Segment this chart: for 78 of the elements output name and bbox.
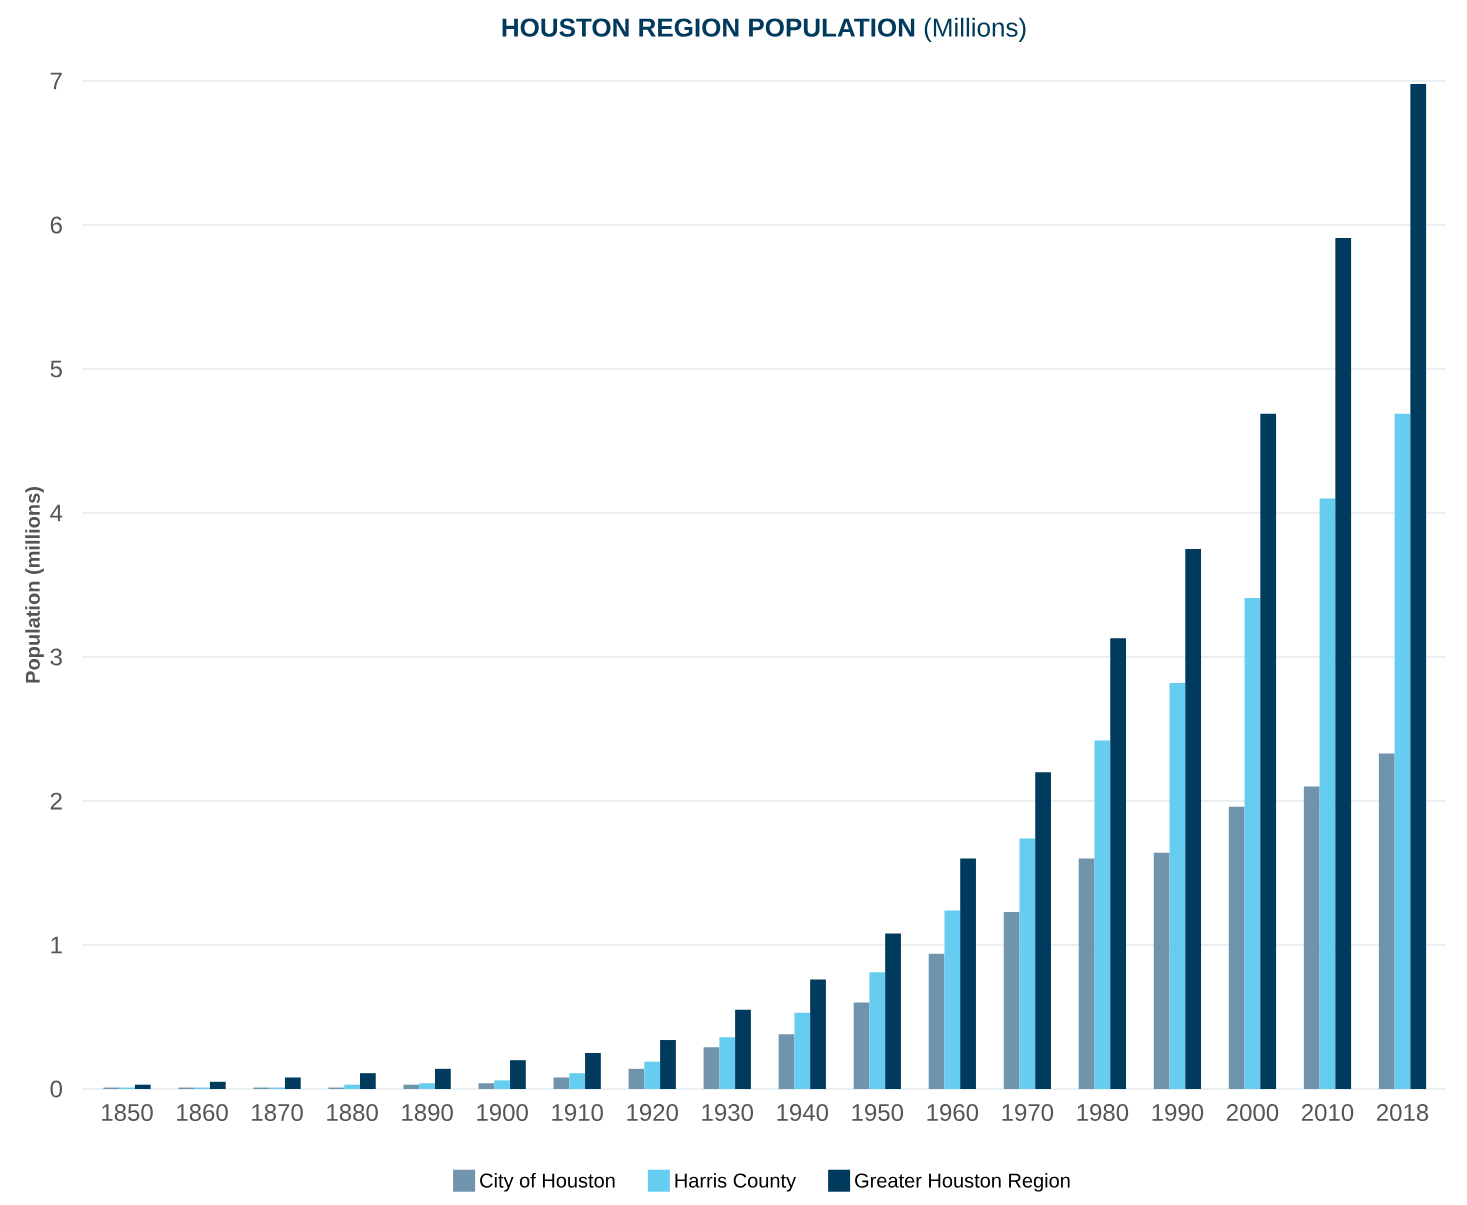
x-tick-label: 1910 — [552, 1104, 603, 1122]
bar — [478, 1083, 495, 1089]
bar — [403, 1084, 420, 1089]
bar — [344, 1084, 360, 1089]
bar — [644, 1061, 661, 1089]
bar — [1228, 806, 1245, 1089]
bar — [1260, 413, 1277, 1089]
bar — [1185, 549, 1202, 1089]
bar — [1169, 682, 1186, 1089]
bar — [944, 910, 961, 1089]
bar — [960, 858, 976, 1089]
bar — [1394, 413, 1411, 1089]
bar — [1110, 638, 1127, 1089]
x-tick-label: 1980 — [1077, 1104, 1129, 1122]
bar — [1094, 740, 1111, 1089]
bar — [553, 1077, 570, 1089]
bar — [1303, 786, 1320, 1089]
bar — [885, 933, 901, 1089]
x-tick-label: 1920 — [627, 1104, 678, 1122]
bar — [1035, 772, 1051, 1089]
x-tick-label: 1870 — [252, 1104, 303, 1122]
bar — [1019, 838, 1036, 1089]
bar — [134, 1084, 151, 1089]
bar — [569, 1073, 586, 1089]
x-tick-label: 1850 — [102, 1104, 153, 1122]
bar — [1335, 237, 1352, 1089]
x-tick-label: 1880 — [327, 1104, 378, 1122]
x-tick-label: 1930 — [702, 1104, 753, 1122]
x-tick-label: 1900 — [477, 1104, 528, 1122]
bar — [284, 1077, 301, 1089]
bar — [869, 972, 886, 1089]
bar — [1153, 852, 1170, 1089]
bar — [703, 1047, 720, 1089]
x-tick-label: 1960 — [927, 1104, 979, 1122]
bar — [1378, 753, 1395, 1089]
bar — [735, 1009, 751, 1089]
y-tick-label: 1 — [51, 936, 62, 954]
x-tick-label: 1950 — [852, 1104, 904, 1122]
x-tick-label: 1990 — [1152, 1104, 1204, 1122]
x-tick-label: 1940 — [777, 1104, 829, 1122]
bar — [510, 1060, 526, 1089]
bar — [778, 1034, 795, 1089]
bar — [585, 1053, 601, 1089]
y-axis-title: Population (millions) — [25, 487, 44, 683]
bar — [1003, 911, 1020, 1089]
x-tick-label: 2018 — [1376, 1104, 1429, 1122]
bar — [1078, 858, 1095, 1089]
chart-title: HOUSTON REGION POPULATION (Millions) — [502, 17, 1026, 42]
bar — [719, 1037, 736, 1089]
x-tick-label: 1860 — [177, 1104, 228, 1122]
bar — [628, 1068, 645, 1089]
y-tick-label: 6 — [50, 216, 62, 234]
bar — [209, 1081, 226, 1089]
y-tick-label: 5 — [50, 360, 62, 378]
bar — [794, 1012, 811, 1089]
bar — [1244, 597, 1261, 1089]
bar — [928, 953, 945, 1089]
bar — [660, 1040, 676, 1089]
bar — [419, 1083, 436, 1089]
x-tick-label: 1970 — [1002, 1104, 1054, 1122]
y-tick-label: 2 — [50, 792, 62, 810]
bar — [494, 1080, 511, 1089]
x-tick-label: 2000 — [1226, 1104, 1279, 1122]
y-tick-label: 3 — [50, 648, 62, 666]
bar — [810, 979, 826, 1089]
legend-label: City of Houston — [480, 1172, 615, 1192]
bar — [1410, 83, 1427, 1089]
bar — [853, 1002, 870, 1089]
y-tick-label: 7 — [50, 72, 62, 90]
y-tick-label: 0 — [50, 1080, 63, 1098]
bar — [359, 1073, 376, 1089]
y-tick-label: 4 — [50, 504, 63, 522]
bar — [435, 1068, 451, 1089]
x-tick-label: 1890 — [402, 1104, 453, 1122]
legend-label: Greater Houston Region — [855, 1172, 1070, 1192]
bar — [1319, 498, 1336, 1089]
x-tick-label: 2010 — [1301, 1104, 1354, 1122]
legend-label: Harris County — [675, 1172, 797, 1192]
